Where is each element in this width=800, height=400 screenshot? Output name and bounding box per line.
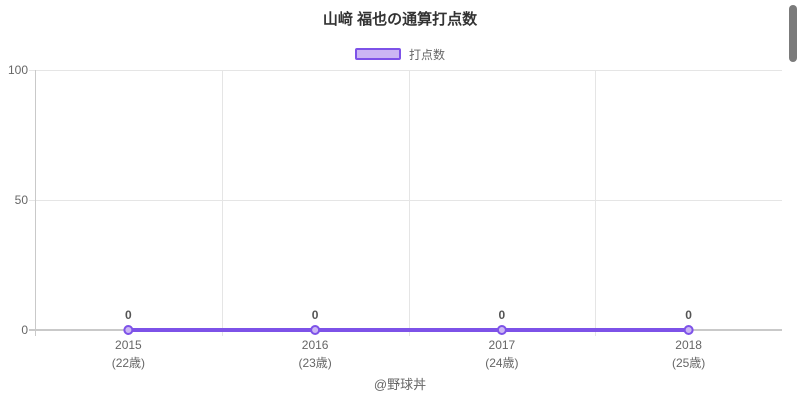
data-point[interactable]	[123, 325, 134, 335]
legend-swatch	[354, 48, 401, 60]
credit-text: @野球丼	[373, 377, 427, 392]
data-label: 0	[685, 308, 692, 322]
y-tick-label: 0	[21, 323, 28, 337]
x-tick-year: 2015	[115, 338, 142, 352]
gridline-vertical	[595, 70, 597, 336]
legend-item[interactable]: 打点数	[0, 46, 800, 62]
x-tick-label: 2017 (24歳)	[485, 336, 518, 372]
x-tick-year: 2018	[675, 338, 702, 352]
y-tick-label: 50	[14, 193, 28, 207]
series-layer	[123, 325, 694, 335]
data-point[interactable]	[496, 325, 507, 335]
gridline-vertical	[408, 70, 410, 336]
gridline-horizontal	[29, 200, 782, 201]
scrollbar-thumb[interactable]	[789, 5, 797, 62]
x-tick-label: 2016 (23歳)	[298, 336, 331, 372]
x-tick-year: 2017	[488, 338, 516, 352]
x-tick-age: (25歳)	[671, 356, 706, 370]
chart-title: 山﨑 福也の通算打点数	[322, 11, 478, 28]
plot-area: 0 50 100 0 2015 (22歳) 0 2016 (23歳) 0 2017 (24歳) 0 201…	[8, 63, 782, 370]
y-axis-line	[35, 70, 36, 336]
x-tick-age: (23歳)	[298, 356, 332, 370]
x-tick-label: 2018 (25歳)	[672, 336, 705, 372]
data-point[interactable]	[310, 325, 321, 335]
legend-label: 打点数	[408, 47, 445, 62]
data-label: 0	[311, 308, 319, 322]
gridline-horizontal	[29, 70, 782, 71]
gridline-vertical	[221, 70, 223, 336]
x-tick-year: 2016	[301, 338, 329, 352]
x-tick-age: (24歳)	[485, 356, 519, 370]
x-tick-label: 2015 (22歳)	[112, 336, 145, 372]
x-tick-age: (22歳)	[111, 356, 146, 370]
data-label: 0	[498, 308, 506, 322]
y-tick-label: 100	[7, 63, 28, 77]
data-point[interactable]	[683, 325, 694, 335]
data-label: 0	[125, 308, 132, 322]
